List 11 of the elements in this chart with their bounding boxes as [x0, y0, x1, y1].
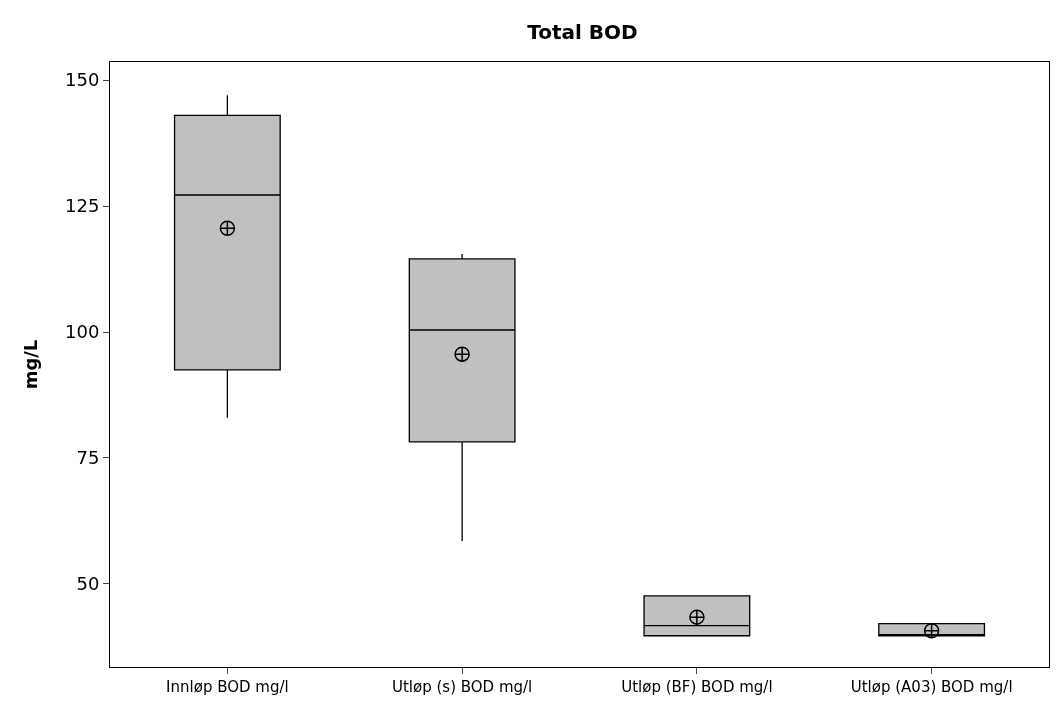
x-tick-label: Utløp (A03) BOD mg/l	[850, 678, 1013, 696]
y-tick-label: 100	[65, 321, 100, 343]
y-axis-title: mg/L	[20, 339, 42, 390]
y-tick-label: 75	[76, 447, 100, 469]
y-tick-label: 50	[76, 573, 100, 595]
x-tick-label: Innløp BOD mg/l	[166, 678, 289, 696]
chart-title: Total BOD	[527, 19, 638, 44]
y-tick-label: 150	[65, 69, 100, 91]
y-tick-label: 125	[65, 195, 100, 217]
x-tick-label: Utløp (s) BOD mg/l	[391, 678, 533, 696]
x-tick-label: Utløp (BF) BOD mg/l	[621, 678, 773, 696]
